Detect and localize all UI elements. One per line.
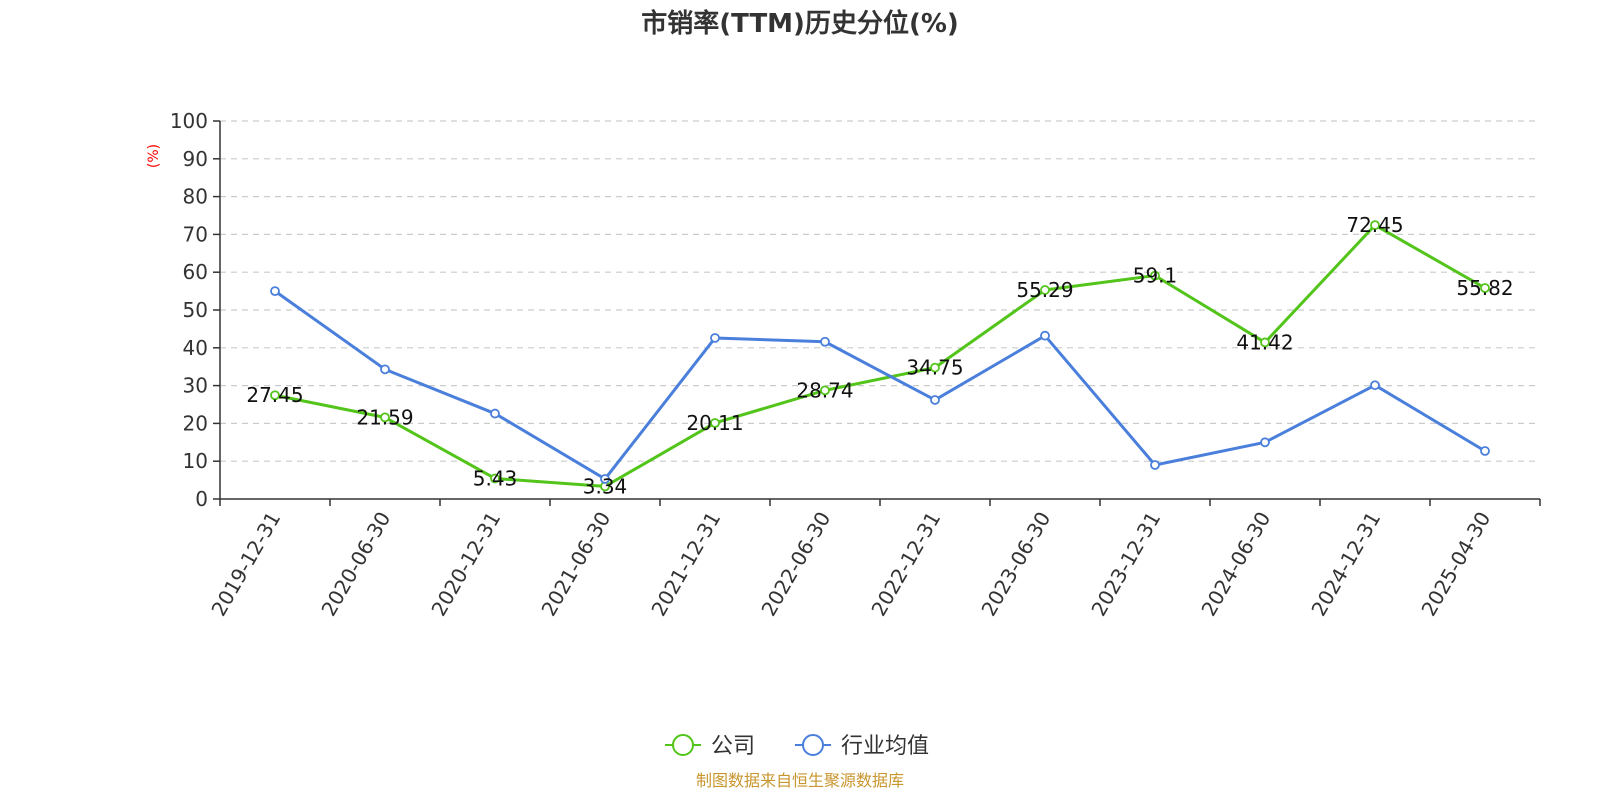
- data-point: [1480, 446, 1490, 456]
- legend-marker: [672, 734, 694, 756]
- x-tick-label: 2024-06-30: [1196, 508, 1275, 621]
- legend-item-1: 行业均值: [795, 734, 929, 759]
- y-axis-ticks: 0 10 20 30 40 50 60 70 80 90 100: [170, 109, 220, 511]
- legend-label: 公司: [711, 734, 755, 759]
- data-point: [1040, 330, 1050, 341]
- x-tick-label: 2019-12-31: [206, 508, 285, 621]
- data-label: 3.34: [583, 474, 628, 498]
- y-tick-label: 40: [183, 336, 208, 360]
- y-tick-label: 80: [183, 185, 208, 209]
- data-point: [710, 418, 720, 428]
- series-group: [270, 220, 1490, 492]
- data-point: [270, 286, 280, 297]
- data-point: [490, 408, 500, 419]
- data-label: 34.75: [906, 356, 963, 380]
- data-point: [930, 395, 940, 405]
- x-tick-label: 2022-12-31: [866, 508, 945, 621]
- data-label: 55.82: [1456, 276, 1513, 300]
- data-point: [1370, 220, 1380, 231]
- y-axis-label: (%): [146, 144, 162, 168]
- y-tick-label: 0: [195, 487, 208, 511]
- y-tick-label: 70: [183, 222, 208, 246]
- data-label: 27.45: [246, 383, 303, 407]
- data-point: [1260, 437, 1270, 448]
- y-tick-label: 90: [183, 147, 208, 171]
- source-note: 制图数据来自恒生聚源数据库: [696, 771, 904, 790]
- data-label: 20.11: [686, 411, 743, 435]
- data-point: [710, 333, 720, 343]
- data-point: [1150, 460, 1160, 470]
- x-tick-label: 2021-12-31: [646, 508, 725, 621]
- grid-lines: [220, 120, 1540, 462]
- y-tick-label: 10: [183, 449, 208, 473]
- x-tick-label: 2020-06-30: [316, 508, 395, 621]
- x-tick-label: 2022-06-30: [756, 508, 835, 621]
- data-label: 5.43: [473, 466, 518, 490]
- data-point: [1040, 285, 1050, 295]
- data-label: 41.42: [1236, 330, 1293, 354]
- y-tick-label: 50: [183, 298, 208, 322]
- legend-label: 行业均值: [841, 734, 929, 759]
- data-point: [270, 390, 280, 401]
- x-axis-ticks: 2019-12-31 2020-06-30 2020-12-31 2021-06-30…: [206, 499, 1541, 621]
- y-tick-label: 30: [183, 374, 208, 398]
- data-point: [1150, 270, 1160, 281]
- data-point: [380, 412, 390, 423]
- data-label: 55.29: [1016, 278, 1073, 302]
- legend-item-0: 公司: [665, 734, 755, 759]
- y-tick-label: 100: [170, 109, 208, 133]
- data-label: 59.1: [1133, 264, 1178, 288]
- data-label: 21.59: [356, 405, 413, 429]
- x-tick-label: 2020-12-31: [426, 508, 505, 621]
- x-tick-label: 2024-12-31: [1306, 508, 1385, 621]
- data-point: [820, 336, 830, 347]
- data-label: 28.74: [796, 378, 853, 402]
- data-point: [820, 385, 830, 396]
- series-line-1: [274, 289, 1486, 481]
- y-tick-label: 60: [183, 260, 208, 284]
- legend: 公司 行业均值: [665, 734, 929, 759]
- legend-marker: [802, 734, 824, 756]
- x-tick-label: 2023-12-31: [1086, 508, 1165, 621]
- chart-title: 市销率(TTM)历史分位(%): [641, 8, 959, 39]
- x-tick-label: 2021-06-30: [536, 508, 615, 621]
- data-point: [600, 474, 610, 484]
- data-labels: 27.45 21.59 5.43 3.34 20.11 28.74 34.75 55.29 59…: [246, 213, 1513, 498]
- data-point: [1480, 283, 1490, 293]
- x-tick-label: 2023-06-30: [976, 508, 1055, 621]
- data-point: [930, 362, 940, 373]
- data-point: [1260, 337, 1270, 348]
- data-label: 72.45: [1346, 213, 1403, 237]
- data-point: [1370, 380, 1380, 391]
- series-line-0: [274, 223, 1486, 488]
- data-point: [490, 473, 500, 484]
- x-tick-label: 2025-04-30: [1416, 508, 1495, 621]
- data-point: [380, 364, 390, 375]
- y-tick-label: 20: [183, 411, 208, 435]
